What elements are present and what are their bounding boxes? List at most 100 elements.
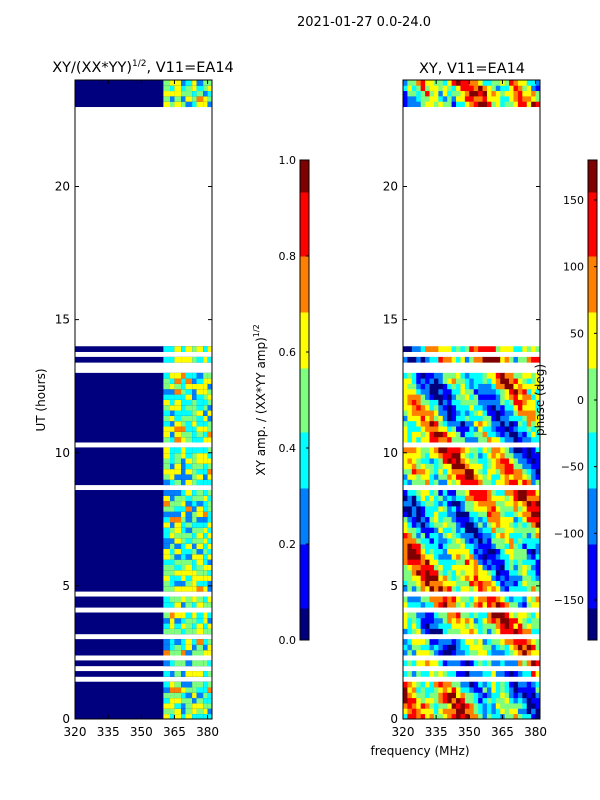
heatmap-cell (509, 90, 514, 97)
heatmap-cell (517, 569, 523, 576)
heatmap-cell (535, 399, 541, 406)
heatmap-cell (526, 399, 532, 406)
heatmap-cell (526, 516, 532, 523)
heatmap-cell (196, 495, 204, 502)
heatmap-cell (491, 506, 497, 512)
heatmap-cell (509, 356, 514, 363)
heatmap-cell (207, 713, 212, 720)
heatmap-cell (469, 521, 475, 528)
heatmap-cell (196, 612, 204, 619)
heatmap-cell (403, 356, 408, 363)
heatmap-cell (535, 713, 541, 720)
heatmap-cell (495, 490, 501, 496)
heatmap-cell (517, 431, 523, 438)
heatmap-cell (174, 580, 182, 587)
heatmap-cell (513, 452, 519, 459)
heatmap-cell (460, 601, 466, 608)
heatmap-cell (469, 516, 475, 523)
heatmap-cell (460, 713, 466, 720)
heatmap-cell (196, 660, 204, 667)
heatmap-cell (185, 527, 193, 534)
heatmap-cell (196, 90, 204, 97)
heatmap-cell (451, 516, 457, 523)
heatmap-cell (420, 426, 426, 432)
heatmap-cell (504, 436, 510, 443)
heatmap-cell (522, 511, 528, 518)
heatmap-cell (447, 697, 453, 704)
heatmap-cell (482, 569, 488, 576)
heatmap-cell (433, 527, 439, 534)
heatmap-cell (438, 85, 444, 92)
heatmap-cell (473, 468, 479, 475)
heatmap-cell (535, 410, 541, 416)
heatmap-cell (478, 506, 483, 512)
heatmap-cell (420, 708, 426, 715)
heatmap-cell (181, 569, 186, 576)
heatmap-cell (170, 500, 175, 507)
heatmap-cell (522, 516, 528, 523)
heatmap-cell (517, 527, 523, 534)
heatmap-cell (442, 426, 448, 432)
heatmap-cell (486, 575, 492, 581)
heatmap-cell (513, 543, 519, 549)
heatmap-cell (75, 564, 212, 571)
heatmap-cell (411, 383, 417, 390)
heatmap-cell (535, 388, 541, 395)
heatmap-cell (420, 458, 426, 464)
heatmap-cell (403, 649, 408, 656)
heatmap-cell (447, 404, 453, 411)
heatmap-cell (535, 431, 541, 438)
heatmap-cell (442, 601, 448, 608)
heatmap-cell (504, 596, 510, 603)
heatmap-cell (447, 410, 453, 416)
heatmap-cell (460, 543, 466, 549)
heatmap-cell (513, 681, 519, 688)
heatmap-cell (75, 628, 212, 635)
heatmap-cell (181, 431, 186, 438)
heatmap-cell (203, 687, 208, 693)
heatmap-cell (429, 372, 435, 379)
heatmap-cell (411, 394, 417, 400)
heatmap-cell (75, 101, 212, 108)
heatmap-cell (456, 596, 461, 603)
heatmap-cell (442, 458, 448, 464)
heatmap-cell (509, 703, 514, 709)
heatmap-cell (526, 564, 532, 571)
heatmap-cell (460, 415, 466, 422)
heatmap-cell (478, 346, 483, 352)
heatmap-cell (447, 431, 453, 438)
heatmap-cell (504, 553, 510, 560)
heatmap-cell (403, 527, 408, 534)
heatmap-cell (522, 90, 528, 97)
heatmap-cell (460, 521, 466, 528)
heatmap-cell (425, 399, 430, 406)
heatmap-cell (500, 543, 506, 549)
heatmap-cell (531, 474, 536, 480)
colorbar-segment (300, 472, 309, 481)
colorbar-segment (300, 320, 309, 329)
heatmap-cell (531, 516, 536, 523)
heatmap-cell (407, 660, 413, 667)
heatmap-cell (504, 415, 510, 422)
heatmap-cell (207, 394, 212, 400)
heatmap-cell (495, 388, 501, 395)
heatmap-cell (411, 468, 417, 475)
heatmap-cell (473, 564, 479, 571)
heatmap-cell (425, 697, 430, 704)
heatmap-cell (464, 500, 470, 507)
heatmap-cell (513, 580, 519, 587)
heatmap-cell (407, 671, 413, 677)
heatmap-cell (420, 394, 426, 400)
heatmap-cell (478, 564, 483, 571)
heatmap-cell (447, 537, 453, 544)
heatmap-cell (416, 394, 422, 400)
heatmap-cell (522, 420, 528, 427)
heatmap-cell (500, 410, 506, 416)
heatmap-cell (478, 580, 483, 587)
heatmap-cell (433, 399, 439, 406)
heatmap-cell (438, 410, 444, 416)
heatmap-cell (438, 495, 444, 502)
heatmap-cell (447, 356, 453, 363)
heatmap-cell (420, 548, 426, 555)
heatmap-cell (531, 511, 536, 518)
